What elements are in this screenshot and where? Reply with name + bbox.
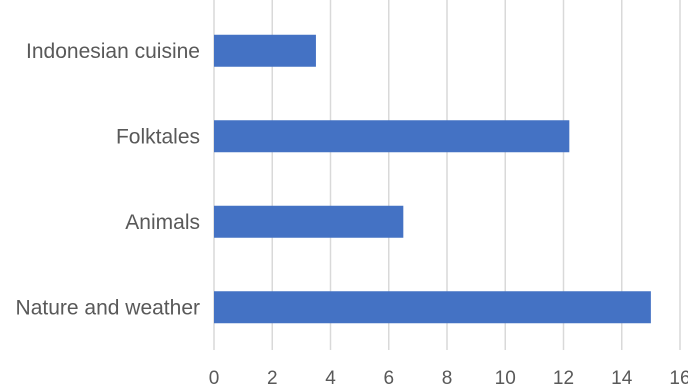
x-tick-label: 12	[553, 368, 574, 389]
category-label: Nature and weather	[16, 296, 200, 319]
bar-nature-and-weather	[214, 291, 651, 324]
category-label: Folktales	[116, 125, 200, 148]
x-axis-tick-labels: 0 2 4 6 8 10 12 14 16	[209, 368, 688, 389]
x-tick-label: 4	[325, 368, 336, 389]
x-tick-label: 0	[209, 368, 220, 389]
bars	[214, 34, 651, 324]
x-tick-label: 8	[442, 368, 453, 389]
x-tick-label: 6	[383, 368, 394, 389]
x-tick-label: 2	[267, 368, 278, 389]
category-labels: Indonesian cuisine Folktales Animals Nature…	[16, 40, 200, 320]
x-tick-label: 10	[495, 368, 516, 389]
x-tick-label: 16	[669, 368, 688, 389]
category-label: Animals	[125, 211, 200, 234]
bar-folktales	[214, 120, 570, 153]
x-tick-label: 14	[611, 368, 633, 389]
category-label: Indonesian cuisine	[26, 40, 200, 63]
bar-animals	[214, 205, 404, 238]
bar-indonesian-cuisine	[214, 34, 316, 67]
